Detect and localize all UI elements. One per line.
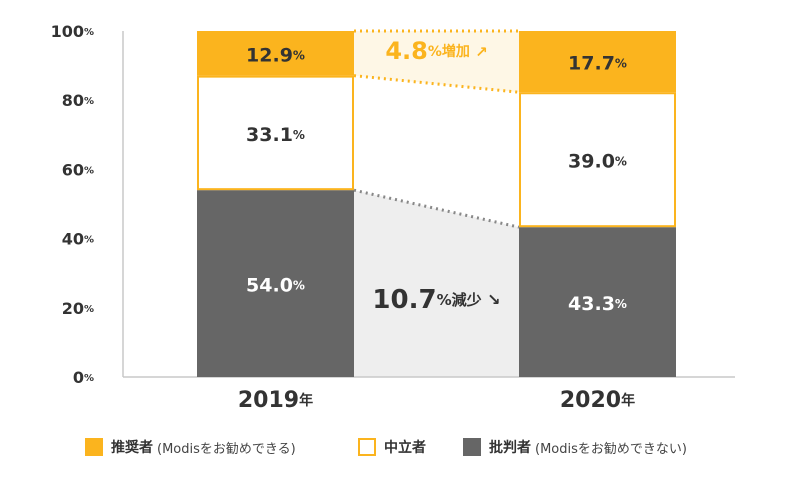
stacked-bar-chart: 0% 20% 40% 60% 80% 100% 54.0% 33.1% 12.9% 2019年 43… <box>51 22 735 413</box>
value-label-2020-promoters: 17.7% <box>568 52 627 74</box>
value-label-2019-passives: 33.1% <box>246 123 305 145</box>
value-label-2019-promoters: 12.9% <box>246 44 305 66</box>
x-tick-label-2020: 2020年 <box>560 388 635 413</box>
x-tick-label-2019: 2019年 <box>238 388 313 413</box>
legend-swatch-detractors <box>463 438 481 456</box>
legend-item-promoters: 推奨者 (Modisをお勧めできる) <box>85 436 296 458</box>
value-label-2020-detractors: 43.3% <box>568 293 627 315</box>
bar-2020-promoters <box>519 31 676 93</box>
legend-note-promoters: (Modisをお勧めできる) <box>157 441 296 457</box>
value-label-2020-passives: 39.0% <box>568 150 627 172</box>
legend-label-promoters: 推奨者 <box>111 440 153 456</box>
bar-2020-detractors <box>519 227 676 377</box>
y-tick-label-100: 100% <box>51 22 94 41</box>
legend-swatch-promoters <box>85 438 103 456</box>
connector-promoters <box>353 74 520 94</box>
increase-annotation: 4.8%増加 ↗ <box>385 37 487 65</box>
y-tick-label-60: 60% <box>62 160 94 179</box>
legend-label-passives: 中立者 <box>384 440 426 456</box>
y-tick-label-0: 0% <box>73 368 94 387</box>
legend-note-detractors: (Modisをお勧めできない) <box>535 441 687 457</box>
legend-item-detractors: 批判者 (Modisをお勧めできない) <box>463 436 687 458</box>
legend-item-passives: 中立者 <box>358 436 426 458</box>
increase-band <box>354 31 519 93</box>
y-tick-label-80: 80% <box>62 91 94 110</box>
legend-label-detractors: 批判者 <box>489 440 531 456</box>
decrease-annotation: 10.7%減少 ↘ <box>372 285 500 315</box>
legend-swatch-passives <box>358 438 376 456</box>
y-tick-label-40: 40% <box>62 229 94 248</box>
connector-detractors <box>353 188 520 229</box>
bar-2019-detractors <box>197 190 354 377</box>
bar-2019-passives <box>197 75 354 191</box>
y-tick-label-20: 20% <box>62 298 94 317</box>
decrease-band <box>354 190 519 377</box>
value-label-2019-detractors: 54.0% <box>246 274 305 296</box>
legend: 推奨者 (Modisをお勧めできる) 中立者 批判者 (Modisをお勧めできな… <box>0 436 800 460</box>
bar-2020-passives <box>519 92 676 228</box>
bar-2019-promoters <box>197 31 354 76</box>
